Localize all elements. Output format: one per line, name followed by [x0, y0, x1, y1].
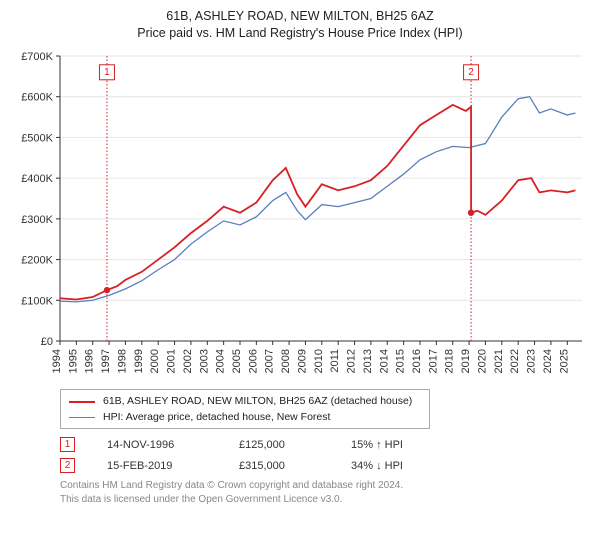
- legend-box: 61B, ASHLEY ROAD, NEW MILTON, BH25 6AZ (…: [60, 389, 430, 430]
- svg-text:2014: 2014: [378, 349, 390, 373]
- svg-text:2005: 2005: [231, 349, 243, 373]
- event-row: 1 14-NOV-1996 £125,000 15% ↑ HPI: [60, 437, 590, 452]
- svg-text:1999: 1999: [133, 349, 145, 373]
- svg-text:2020: 2020: [476, 349, 488, 373]
- legend-label: HPI: Average price, detached house, New …: [103, 410, 330, 426]
- svg-text:2006: 2006: [247, 349, 259, 373]
- svg-text:1997: 1997: [100, 349, 112, 373]
- events-table: 1 14-NOV-1996 £125,000 15% ↑ HPI 2 15-FEB-201…: [60, 437, 590, 473]
- legend-swatch: [69, 401, 95, 403]
- svg-text:£400K: £400K: [21, 173, 53, 185]
- svg-text:2017: 2017: [427, 349, 439, 373]
- event-price: £125,000: [239, 439, 319, 451]
- svg-text:1998: 1998: [116, 349, 128, 373]
- svg-text:2019: 2019: [460, 349, 472, 373]
- footnote-line1: Contains HM Land Registry data © Crown c…: [60, 479, 590, 493]
- title-subtitle: Price paid vs. HM Land Registry's House …: [10, 25, 590, 42]
- svg-text:1994: 1994: [51, 349, 63, 373]
- event-price: £315,000: [239, 460, 319, 472]
- svg-text:£600K: £600K: [21, 91, 53, 103]
- legend-item: 61B, ASHLEY ROAD, NEW MILTON, BH25 6AZ (…: [69, 394, 421, 410]
- svg-text:2024: 2024: [542, 349, 554, 373]
- event-dot-1: [104, 287, 110, 293]
- chart-area: £0 £100K £200K £300K £400K £500K £600K £700K 199…: [10, 48, 590, 383]
- svg-text:2: 2: [468, 67, 474, 78]
- svg-text:2023: 2023: [526, 349, 538, 373]
- svg-text:£700K: £700K: [21, 51, 53, 63]
- legend-item: HPI: Average price, detached house, New …: [69, 410, 421, 426]
- svg-text:1996: 1996: [84, 349, 96, 373]
- event-date: 14-NOV-1996: [107, 439, 207, 451]
- legend-label: 61B, ASHLEY ROAD, NEW MILTON, BH25 6AZ (…: [103, 394, 412, 410]
- svg-text:2010: 2010: [313, 349, 325, 373]
- svg-text:£300K: £300K: [21, 214, 53, 226]
- svg-text:2000: 2000: [149, 349, 161, 373]
- footnote: Contains HM Land Registry data © Crown c…: [60, 479, 590, 506]
- svg-text:£500K: £500K: [21, 132, 53, 144]
- chart-title-block: 61B, ASHLEY ROAD, NEW MILTON, BH25 6AZ P…: [10, 8, 590, 42]
- svg-text:2018: 2018: [444, 349, 456, 373]
- svg-text:2003: 2003: [198, 349, 210, 373]
- svg-text:2008: 2008: [280, 349, 292, 373]
- svg-text:2001: 2001: [166, 349, 178, 373]
- event-row-marker: 1: [60, 437, 75, 452]
- line-chart-svg: £0 £100K £200K £300K £400K £500K £600K £700K 199…: [10, 48, 590, 383]
- event-date: 15-FEB-2019: [107, 460, 207, 472]
- svg-text:2004: 2004: [215, 349, 227, 373]
- svg-text:2015: 2015: [395, 349, 407, 373]
- svg-text:2009: 2009: [296, 349, 308, 373]
- svg-text:2002: 2002: [182, 349, 194, 373]
- legend-swatch: [69, 417, 95, 419]
- event-delta: 34% ↓ HPI: [351, 460, 403, 472]
- svg-text:£100K: £100K: [21, 295, 53, 307]
- svg-text:2025: 2025: [558, 349, 570, 373]
- svg-text:£0: £0: [41, 336, 53, 348]
- event-delta: 15% ↑ HPI: [351, 439, 403, 451]
- svg-text:£200K: £200K: [21, 254, 53, 266]
- event-dot-2: [468, 209, 474, 215]
- svg-text:2013: 2013: [362, 349, 374, 373]
- svg-text:1: 1: [104, 67, 110, 78]
- event-row-marker: 2: [60, 458, 75, 473]
- svg-text:2022: 2022: [509, 349, 521, 373]
- event-row: 2 15-FEB-2019 £315,000 34% ↓ HPI: [60, 458, 590, 473]
- svg-text:2021: 2021: [493, 349, 505, 373]
- svg-text:1995: 1995: [67, 349, 79, 373]
- svg-text:2012: 2012: [346, 349, 358, 373]
- svg-text:2007: 2007: [264, 349, 276, 373]
- footnote-line2: This data is licensed under the Open Gov…: [60, 493, 590, 507]
- svg-text:2016: 2016: [411, 349, 423, 373]
- title-address: 61B, ASHLEY ROAD, NEW MILTON, BH25 6AZ: [10, 8, 590, 25]
- svg-text:2011: 2011: [329, 349, 341, 373]
